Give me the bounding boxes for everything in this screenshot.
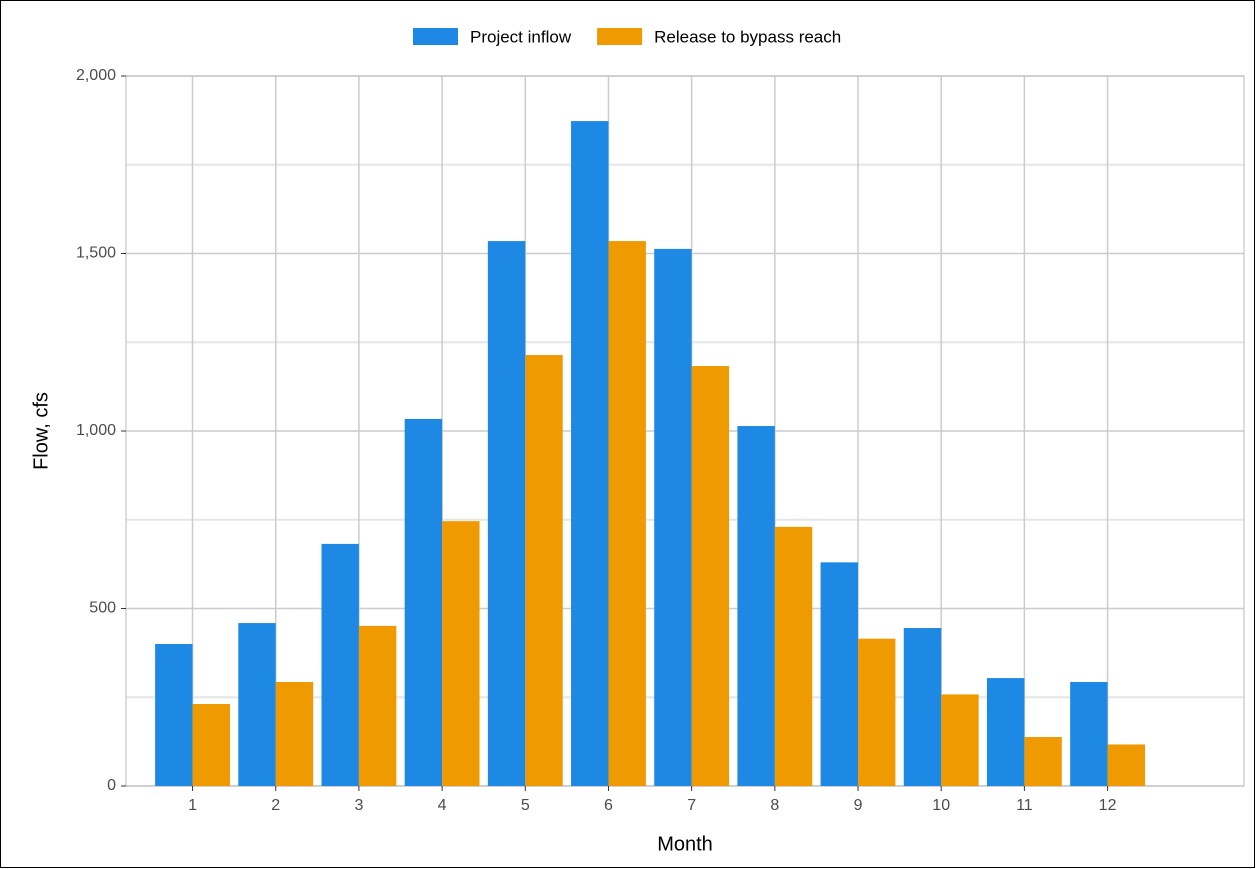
x-tick-label: 1 [188,797,197,814]
x-axis-title: Month [657,833,713,855]
x-tick-label: 7 [687,797,696,814]
legend-label: Release to bypass reach [654,27,841,46]
y-tick-label: 1,500 [76,245,116,262]
bar [442,521,480,786]
bar [155,644,193,786]
x-tick-label: 11 [1016,797,1033,814]
bar [941,694,979,786]
bar [1070,681,1108,786]
y-axis-title: Flow, cfs [30,392,52,470]
bar [487,241,526,786]
bar [358,625,397,786]
legend-swatch [597,28,643,45]
bar [571,121,609,786]
x-tick-label: 4 [438,797,447,814]
bar [737,426,775,786]
x-tick-label: 8 [770,797,779,814]
bar [321,543,359,786]
bar [238,623,276,786]
x-tick-label: 2 [271,797,280,814]
x-tick-label: 9 [854,797,863,814]
x-tick-label: 5 [521,797,530,814]
x-tick-label: 10 [932,797,950,814]
y-tick-label: 1,000 [76,422,116,439]
legend-label: Project inflow [470,27,572,46]
y-tick-label: 2,000 [76,67,116,84]
bar [691,366,730,786]
bar [858,638,896,786]
bar [654,248,692,786]
bar [774,526,813,786]
bar [820,562,859,786]
y-tick-label: 0 [107,777,116,794]
bar [986,678,1025,786]
legend-swatch [413,28,458,45]
bar [608,241,646,786]
bar [903,628,942,786]
bar [192,703,230,786]
x-tick-label: 6 [604,797,613,814]
y-tick-label: 500 [89,600,116,617]
x-tick-label: 12 [1099,797,1117,814]
bar [525,355,563,786]
bar [1107,744,1146,786]
bar [404,418,443,786]
bar [275,681,314,786]
bar [1024,737,1062,786]
x-tick-label: 3 [354,797,363,814]
